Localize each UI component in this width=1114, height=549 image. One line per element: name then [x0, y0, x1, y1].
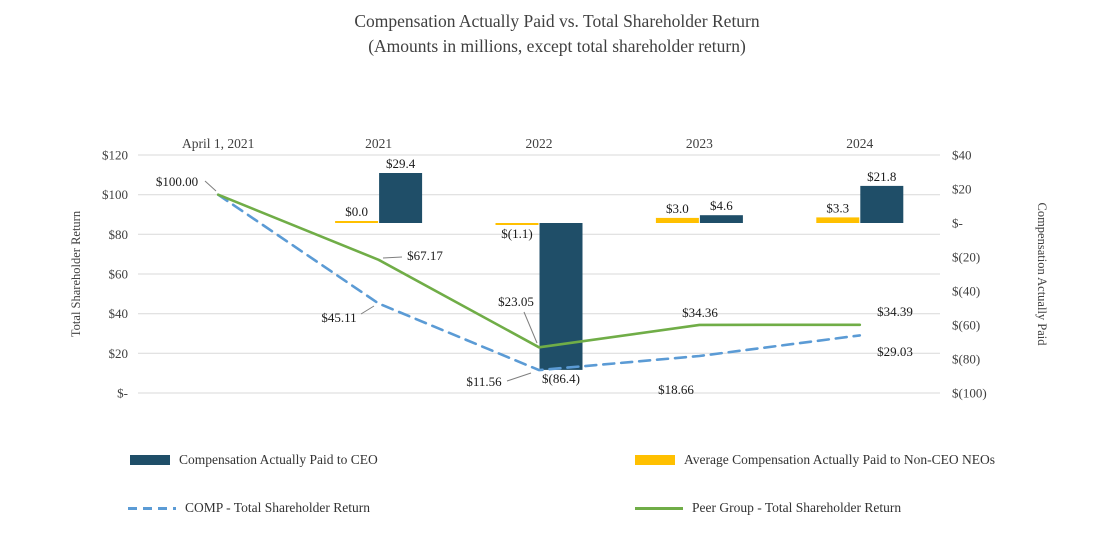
- bar: [495, 223, 539, 225]
- left-axis-tick: $60: [109, 267, 129, 282]
- right-axis-title: Compensation Actually Paid: [1035, 202, 1049, 346]
- right-axis-tick: $(20): [952, 250, 980, 265]
- line-data-label: $29.03: [877, 344, 913, 359]
- left-axis-tick: $100: [102, 187, 128, 202]
- bar-data-label: $29.4: [386, 156, 416, 171]
- line-solid: [216, 193, 862, 349]
- bar: [699, 215, 743, 223]
- category-label: April 1, 2021: [182, 136, 254, 151]
- category-label: 2024: [846, 136, 873, 151]
- label-leader-line: [523, 311, 538, 344]
- right-axis-tick: $(100): [952, 386, 987, 401]
- left-axis-tick: $20: [109, 346, 129, 361]
- legend-item-cap-ceo: Compensation Actually Paid to CEO: [130, 452, 378, 468]
- left-axis-tick: $120: [102, 148, 128, 163]
- left-axis-tick: $-: [117, 386, 128, 401]
- left-axis-title: Total Shareholder Return: [69, 210, 83, 337]
- category-label: 2021: [365, 136, 392, 151]
- bar: [816, 217, 860, 223]
- chart-title-line2: (Amounts in millions, except total share…: [368, 35, 746, 56]
- legend-item-peer-tsr: Peer Group - Total Shareholder Return: [635, 500, 901, 516]
- bar-data-label: $3.3: [826, 200, 849, 215]
- right-axis-tick: $(40): [952, 284, 980, 299]
- right-axis-tick: $40: [952, 148, 972, 163]
- line-data-label: $18.66: [658, 382, 694, 397]
- label-leader-line: [382, 256, 403, 259]
- line-data-label: $11.56: [466, 374, 502, 389]
- chart-canvas: April 1, 2021 2021 2022 2023 2024 $120 $100 $80…: [69, 136, 1049, 401]
- dashed-line-swatch-icon: [128, 506, 176, 510]
- bar: [860, 185, 904, 223]
- right-axis-tick: $(60): [952, 318, 980, 333]
- right-axis-tick: $-: [952, 216, 963, 231]
- chart-title-line1: Compensation Actually Paid vs. Total Sha…: [354, 11, 760, 31]
- legend-label-cap-ceo: Compensation Actually Paid to CEO: [179, 452, 378, 467]
- bar-data-label: $(1.1): [501, 226, 532, 241]
- bar-data-label: $0.0: [345, 204, 368, 219]
- bar: [539, 223, 583, 370]
- legend-label-peer-tsr: Peer Group - Total Shareholder Return: [692, 500, 902, 515]
- legend-item-cap-neo: Average Compensation Actually Paid to No…: [635, 452, 995, 468]
- category-label: 2022: [526, 136, 553, 151]
- right-axis-tick: $20: [952, 182, 972, 197]
- left-axis-tick: $80: [109, 227, 129, 242]
- line-data-label: $34.39: [877, 304, 913, 319]
- bar: [379, 173, 423, 223]
- bar-swatch-neo-icon: [635, 455, 675, 465]
- line-data-label: $67.17: [407, 248, 443, 263]
- right-axis-tick: $(80): [952, 352, 980, 367]
- bar-data-label: $3.0: [666, 201, 689, 216]
- left-axis-tick: $40: [109, 306, 129, 321]
- chart-title: Compensation Actually Paid vs. Total Sha…: [0, 9, 1114, 59]
- line-data-label: $23.05: [498, 294, 534, 309]
- solid-line-swatch-icon: [635, 506, 683, 510]
- bar-data-label: $(86.4): [542, 371, 580, 386]
- bar: [655, 217, 699, 223]
- line-data-label: $45.11: [321, 310, 356, 325]
- legend-item-comp-tsr: COMP - Total Shareholder Return: [128, 500, 370, 516]
- bar-data-label: $21.8: [867, 169, 896, 184]
- legend-label-comp-tsr: COMP - Total Shareholder Return: [185, 500, 371, 515]
- line-data-label: $100.00: [156, 174, 198, 189]
- line-dashed: [216, 193, 862, 372]
- bar-swatch-ceo-icon: [130, 455, 170, 465]
- category-label: 2023: [686, 136, 713, 151]
- legend-label-cap-neo: Average Compensation Actually Paid to No…: [684, 452, 995, 467]
- label-leader-line: [360, 305, 375, 315]
- line-data-label: $34.36: [682, 305, 718, 320]
- bar-data-label: $4.6: [710, 198, 733, 213]
- label-leader-line: [204, 180, 217, 192]
- label-leader-line: [506, 372, 532, 382]
- bar: [335, 221, 379, 223]
